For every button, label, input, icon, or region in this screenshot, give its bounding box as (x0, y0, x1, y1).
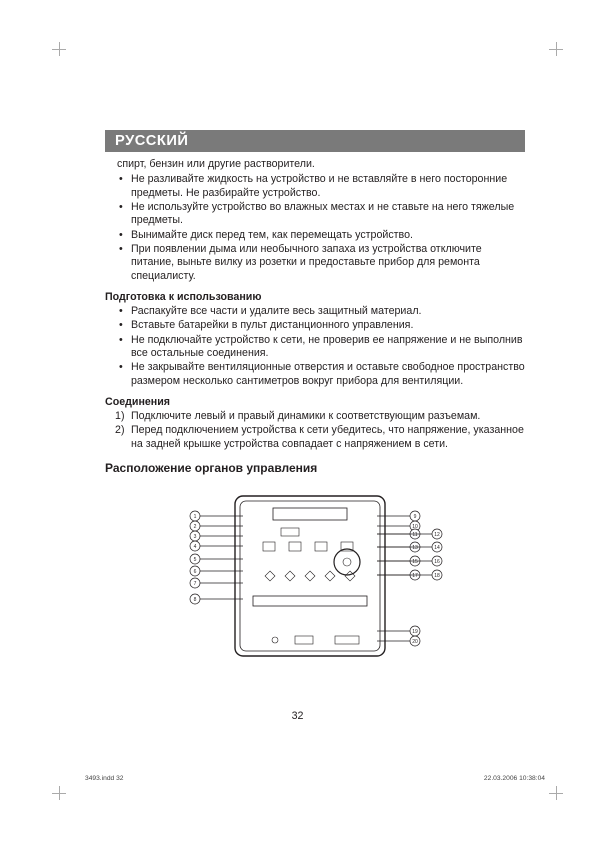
connection-item: Подключите левый и правый динамики к соо… (131, 410, 525, 423)
warning-item: Вынимайте диск перед тем, как перемещать… (131, 229, 525, 242)
prep-item: Вставьте батарейки в пульт дистанционног… (131, 319, 525, 332)
controls-diagram-wrap: 1234567891011121314151617181920 (105, 481, 525, 671)
svg-text:9: 9 (414, 514, 417, 520)
connection-item: Перед подключением устройства к сети убе… (131, 424, 525, 451)
svg-text:1: 1 (194, 514, 197, 520)
controls-title: Расположение органов управления (105, 461, 525, 475)
prep-list: Распакуйте все части и удалите весь защи… (105, 305, 525, 388)
svg-text:5: 5 (194, 557, 197, 563)
manual-page: РУССКИЙ спирт, бензин или другие раствор… (0, 0, 595, 842)
svg-text:20: 20 (412, 639, 418, 645)
footer-right: 22.03.2006 10:38:04 (484, 775, 545, 782)
prep-item: Не закрывайте вентиляционные отверстия и… (131, 361, 525, 388)
svg-text:6: 6 (194, 569, 197, 575)
svg-text:4: 4 (194, 544, 197, 550)
svg-text:19: 19 (412, 629, 418, 635)
svg-text:8: 8 (194, 597, 197, 603)
svg-text:11: 11 (412, 532, 417, 538)
svg-text:16: 16 (434, 559, 440, 565)
svg-text:15: 15 (412, 559, 418, 565)
prep-item: Не подключайте устройство к сети, не про… (131, 334, 525, 361)
svg-text:3: 3 (194, 534, 197, 540)
connections-title: Соединения (105, 396, 525, 408)
svg-text:7: 7 (194, 581, 197, 587)
trailing-text: спирт, бензин или другие растворители. (105, 158, 525, 171)
intro-trailing-line: спирт, бензин или другие растворители. (105, 158, 525, 171)
svg-text:18: 18 (434, 573, 440, 579)
warning-item: Не используйте устройство во влажных мес… (131, 201, 525, 228)
warnings-list: Не разливайте жидкость на устройство и н… (105, 173, 525, 283)
connections-list: Подключите левый и правый динамики к соо… (105, 410, 525, 451)
footer-left: 3493.indd 32 (85, 775, 124, 782)
svg-text:17: 17 (412, 573, 418, 579)
controls-diagram: 1234567891011121314151617181920 (140, 481, 490, 671)
svg-text:12: 12 (434, 532, 440, 538)
language-header: РУССКИЙ (105, 130, 525, 152)
svg-text:2: 2 (194, 524, 197, 530)
prep-item: Распакуйте все части и удалите весь защи… (131, 305, 525, 318)
svg-text:13: 13 (412, 545, 418, 551)
page-number: 32 (0, 710, 595, 722)
warning-item: Не разливайте жидкость на устройство и н… (131, 173, 525, 200)
prep-title: Подготовка к использованию (105, 291, 525, 303)
svg-text:14: 14 (434, 545, 440, 551)
warning-item: При появлении дыма или необычного запаха… (131, 243, 525, 283)
